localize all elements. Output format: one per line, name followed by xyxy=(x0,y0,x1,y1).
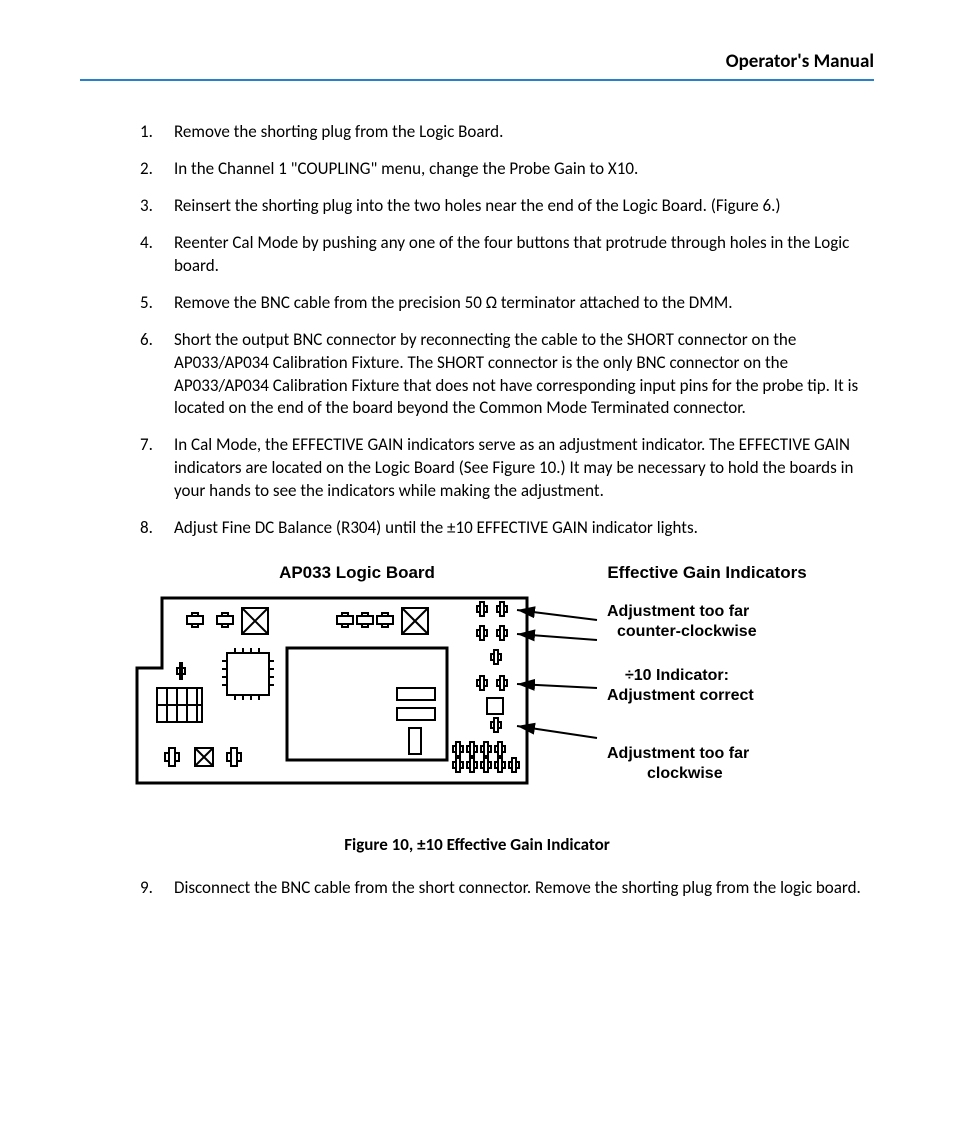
svg-text:÷10 Indicator:: ÷10 Indicator: xyxy=(625,667,729,684)
svg-text:Adjustment too far: Adjustment too far xyxy=(607,745,749,762)
instruction-list: 1.Remove the shorting plug from the Logi… xyxy=(80,121,874,540)
main-ic xyxy=(287,648,447,760)
step-6: 6.Short the output BNC connector by reco… xyxy=(140,329,874,421)
manual-title: Operator's Manual xyxy=(726,50,874,73)
step-1: 1.Remove the shorting plug from the Logi… xyxy=(140,121,874,144)
callout-labels: Adjustment too far counter-clockwise ÷10… xyxy=(607,603,757,782)
step-2: 2.In the Channel 1 "COUPLING" menu, chan… xyxy=(140,158,874,181)
step-9: 9.Disconnect the BNC cable from the shor… xyxy=(140,877,874,900)
svg-text:Adjustment too far: Adjustment too far xyxy=(607,603,749,620)
svg-text:counter-clockwise: counter-clockwise xyxy=(617,623,757,640)
step-text: Reenter Cal Mode by pushing any one of t… xyxy=(174,232,849,276)
step-text: Remove the shorting plug from the Logic … xyxy=(174,121,503,142)
step-3: 3.Reinsert the shorting plug into the tw… xyxy=(140,195,874,218)
svg-text:clockwise: clockwise xyxy=(647,765,723,782)
step-text: In the Channel 1 "COUPLING" menu, change… xyxy=(174,158,638,179)
step-5: 5.Remove the BNC cable from the precisio… xyxy=(140,292,874,315)
svg-text:Adjustment correct: Adjustment correct xyxy=(607,687,754,704)
step-4: 4.Reenter Cal Mode by pushing any one of… xyxy=(140,232,874,278)
figure-caption: Figure 10, ±10 Effective Gain Indicator xyxy=(80,834,874,855)
step-text: Adjust Fine DC Balance (R304) until the … xyxy=(174,517,698,538)
indicators-title: Effective Gain Indicators xyxy=(607,563,806,582)
callout-arrows xyxy=(517,610,597,738)
step-text: In Cal Mode, the EFFECTIVE GAIN indicato… xyxy=(174,434,853,501)
instruction-list-after: 9.Disconnect the BNC cable from the shor… xyxy=(80,877,874,900)
step-text: Reinsert the shorting plug into the two … xyxy=(174,195,781,216)
step-8: 8.Adjust Fine DC Balance (R304) until th… xyxy=(140,517,874,540)
board-title: AP033 Logic Board xyxy=(279,563,435,582)
step-text: Remove the BNC cable from the precision … xyxy=(174,292,733,313)
step-7: 7.In Cal Mode, the EFFECTIVE GAIN indica… xyxy=(140,434,874,503)
step-text: Disconnect the BNC cable from the short … xyxy=(174,877,861,898)
figure-10: AP033 Logic Board Effective Gain Indicat… xyxy=(80,558,874,855)
page-header: Operator's Manual xyxy=(80,50,874,81)
small-ic xyxy=(222,648,274,700)
connector-left xyxy=(157,688,202,722)
logic-board-diagram: AP033 Logic Board Effective Gain Indicat… xyxy=(107,558,847,818)
step-text: Short the output BNC connector by reconn… xyxy=(174,329,858,419)
